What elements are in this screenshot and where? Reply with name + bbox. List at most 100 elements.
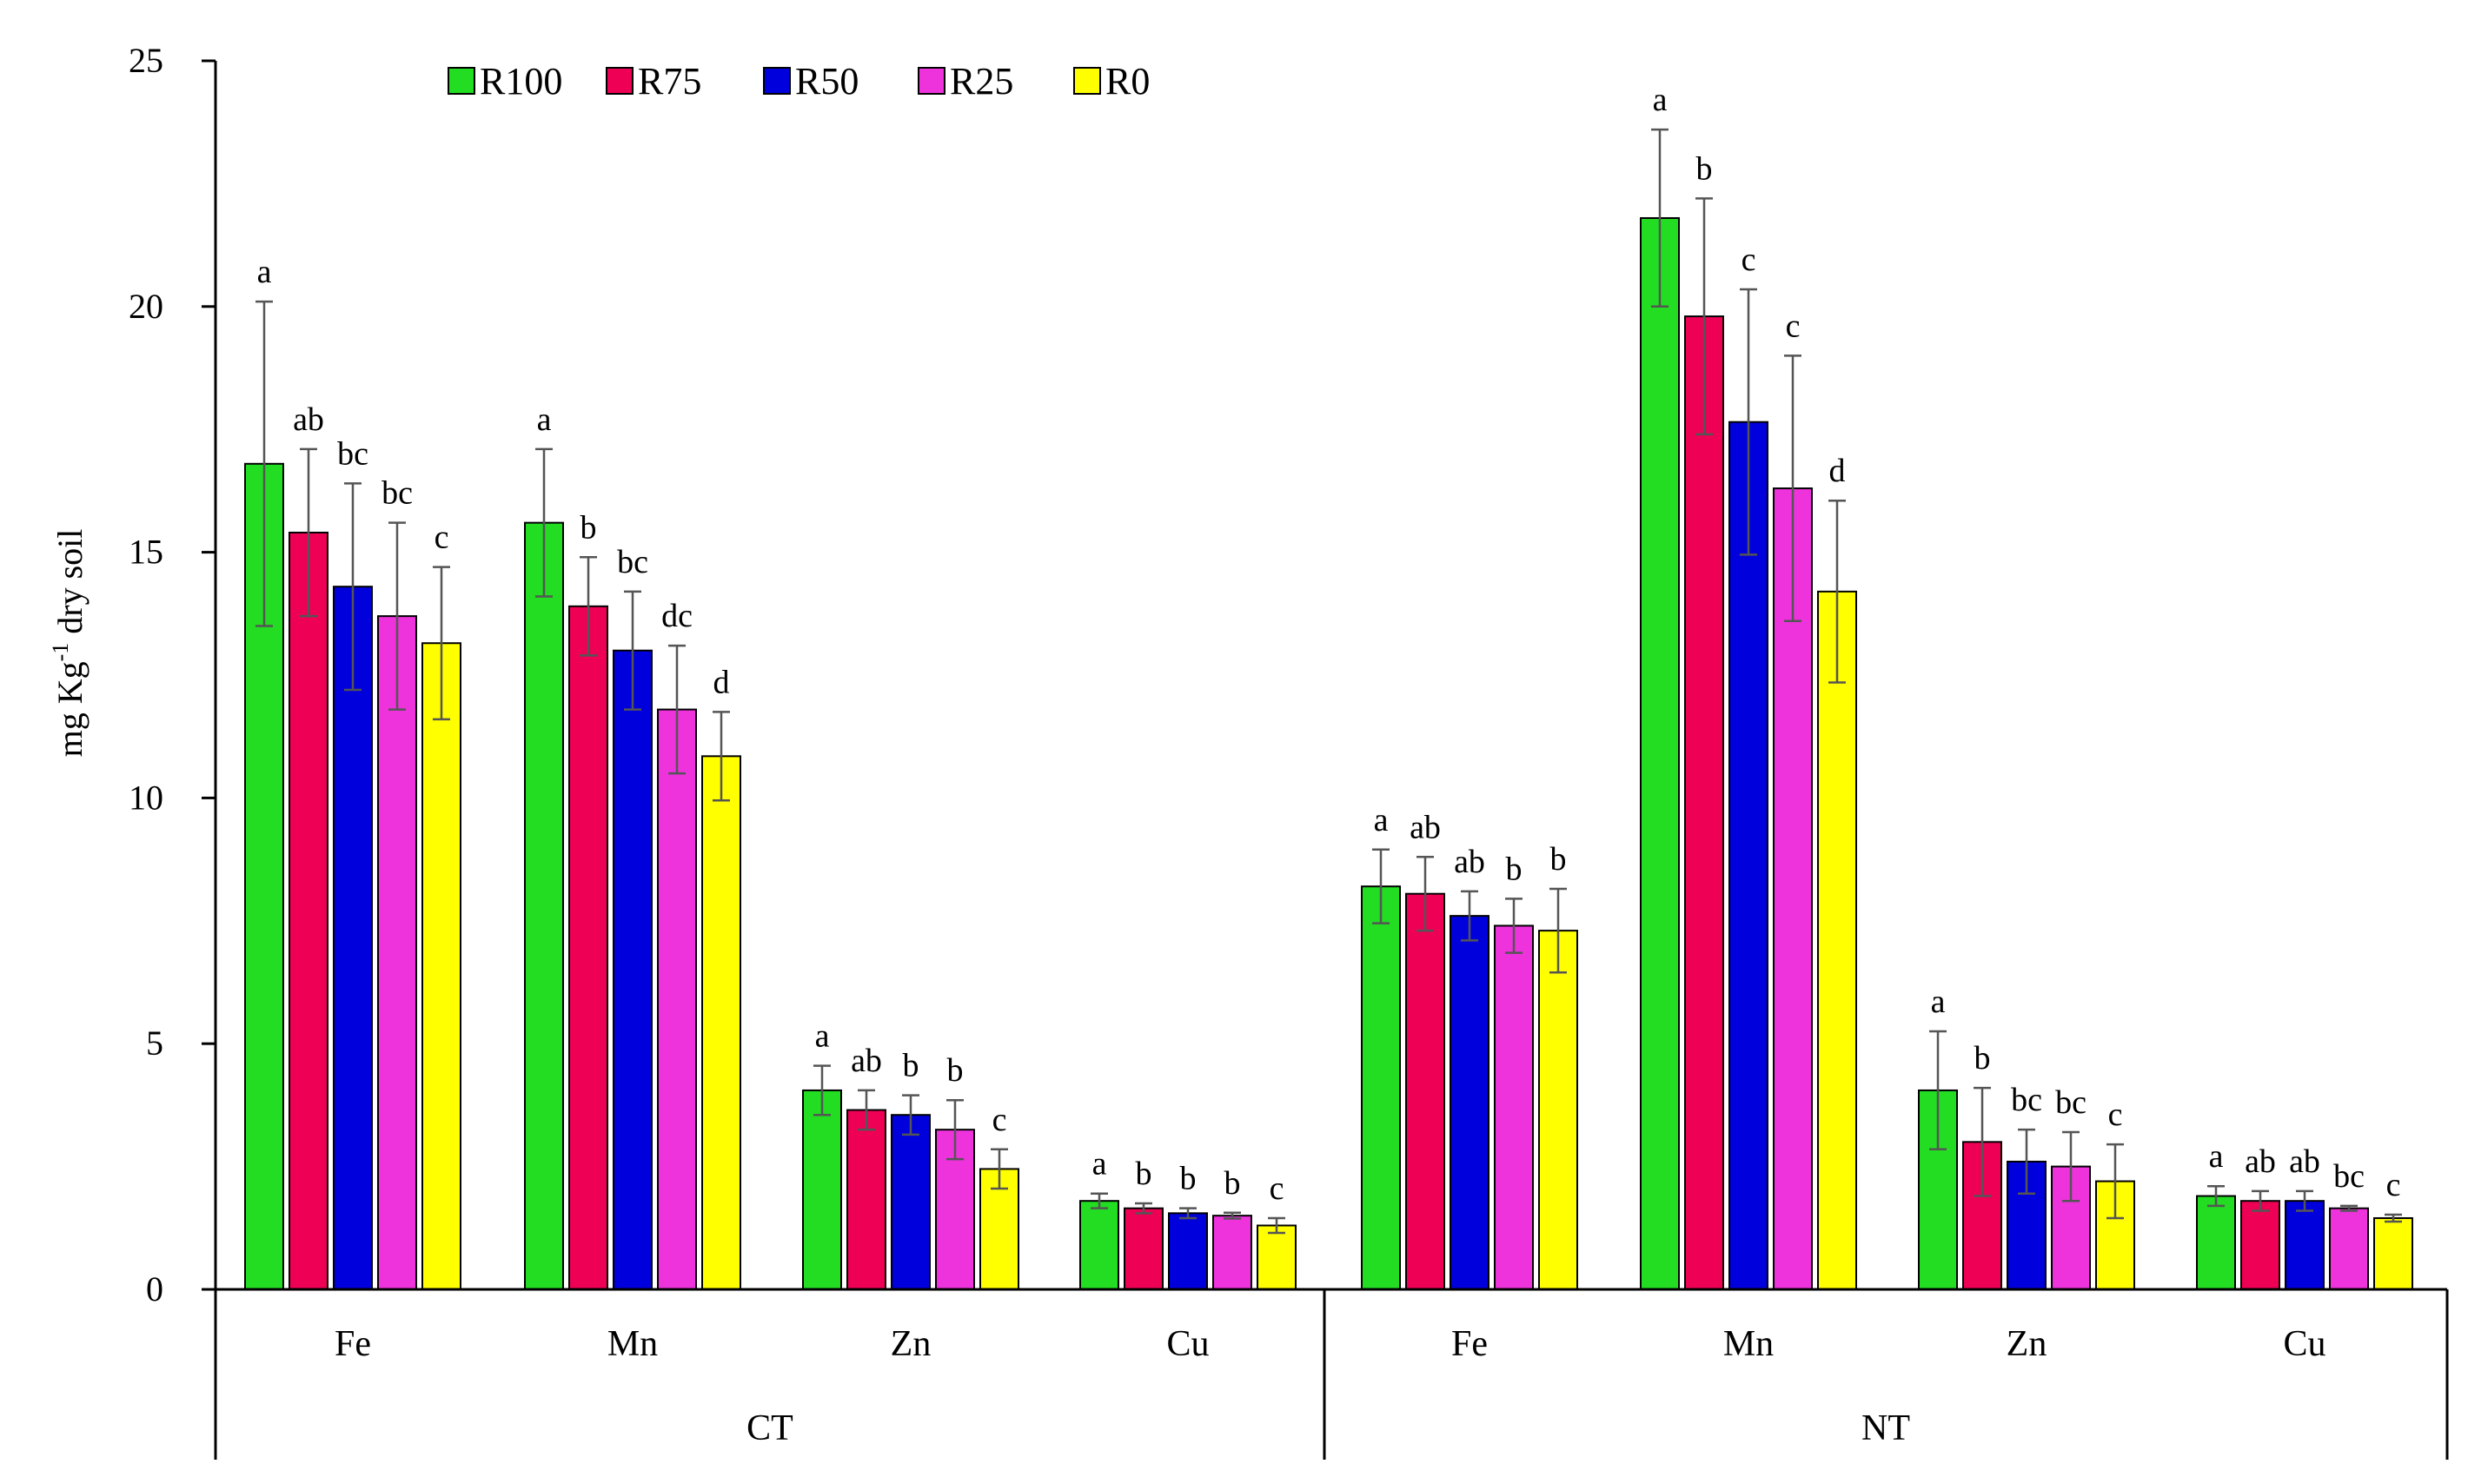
x-category-label: Cu xyxy=(2283,1324,2325,1364)
bar-r75-2 xyxy=(846,1109,886,1291)
error-bar-r100-0 xyxy=(255,300,273,627)
bar-r75-1 xyxy=(568,605,608,1290)
significance-letter: bc xyxy=(617,544,648,580)
significance-letter: bc xyxy=(2011,1082,2042,1118)
error-bar-r25-1 xyxy=(668,644,686,775)
legend-swatch xyxy=(763,67,791,95)
bar-r0-5 xyxy=(1817,590,1857,1290)
bar-r25-1 xyxy=(657,708,697,1290)
significance-letter: ab xyxy=(2245,1143,2276,1180)
significance-letter: b xyxy=(1136,1156,1152,1192)
significance-letter: c xyxy=(435,520,449,556)
significance-letter: a xyxy=(1092,1146,1107,1183)
significance-letter: a xyxy=(257,254,272,290)
significance-letter: b xyxy=(1224,1165,1241,1202)
significance-letter: d xyxy=(713,664,730,700)
legend-label: R50 xyxy=(795,60,859,103)
bar-r50-2 xyxy=(891,1114,931,1291)
bar-r100-7 xyxy=(2196,1195,2236,1291)
significance-letter: c xyxy=(1786,308,1801,344)
y-tick-label: 10 xyxy=(129,778,163,817)
bar-r50-3 xyxy=(1168,1212,1208,1291)
error-bar-r25-3 xyxy=(1224,1211,1241,1220)
significance-letter: a xyxy=(1653,82,1668,118)
bar-r75-3 xyxy=(1124,1207,1164,1291)
error-bar-r0-7 xyxy=(2385,1213,2402,1223)
error-bar-r0-1 xyxy=(713,711,730,802)
error-bar-r0-5 xyxy=(1828,499,1846,684)
x-category-label: Cu xyxy=(1166,1324,1209,1364)
significance-letter: dc xyxy=(661,598,693,634)
legend-item-r100: R100 xyxy=(448,60,562,103)
significance-letter: b xyxy=(1506,851,1523,887)
legend-label: R0 xyxy=(1105,60,1150,103)
error-bar-r75-4 xyxy=(1416,856,1434,932)
error-bar-r75-5 xyxy=(1695,197,1713,436)
significance-letters-layer: aaaaaaaaabbabbabbbabbcbcbbabcbcabbcdcbbb… xyxy=(257,82,2401,1207)
significance-letter: bc xyxy=(337,435,368,472)
significance-letter: a xyxy=(1931,984,1946,1020)
significance-letter: b xyxy=(1180,1161,1197,1197)
error-bar-r50-2 xyxy=(902,1094,919,1136)
error-bar-r25-0 xyxy=(388,521,406,711)
error-bar-r75-2 xyxy=(858,1089,875,1131)
legend-item-r50: R50 xyxy=(763,60,859,103)
bar-r100-5 xyxy=(1640,216,1680,1291)
error-bar-r0-4 xyxy=(1549,887,1567,974)
error-bar-r50-1 xyxy=(624,590,641,711)
error-bar-r50-3 xyxy=(1179,1207,1197,1220)
error-bar-r25-6 xyxy=(2062,1130,2080,1202)
bar-r100-4 xyxy=(1361,885,1401,1290)
error-bars-layer xyxy=(255,128,2402,1235)
error-bar-r25-4 xyxy=(1505,898,1523,954)
y-axis-label-main: mg Kg xyxy=(50,661,90,757)
legend-label: R25 xyxy=(950,60,1013,103)
significance-letter: a xyxy=(1374,802,1389,838)
significance-letter: ab xyxy=(851,1043,882,1079)
significance-letter: bc xyxy=(381,475,413,512)
error-bar-r0-6 xyxy=(2106,1143,2124,1220)
legend-swatch xyxy=(918,67,945,95)
error-bar-r100-1 xyxy=(535,447,553,598)
significance-letter: ab xyxy=(1454,844,1485,880)
bar-r100-3 xyxy=(1079,1200,1119,1291)
bar-r0-3 xyxy=(1257,1224,1297,1291)
bar-r75-5 xyxy=(1684,315,1724,1290)
significance-letter: c xyxy=(2386,1167,2401,1203)
bar-r25-4 xyxy=(1494,924,1534,1291)
error-bar-r25-2 xyxy=(946,1098,964,1161)
bar-r25-7 xyxy=(2329,1207,2369,1291)
significance-letter: b xyxy=(1974,1040,1991,1077)
bar-r100-1 xyxy=(524,521,564,1290)
y-tick-label: 25 xyxy=(129,41,163,80)
x-group-label: CT xyxy=(746,1408,793,1448)
significance-letter: bc xyxy=(2055,1084,2087,1121)
bar-r50-4 xyxy=(1450,915,1489,1291)
legend-swatch xyxy=(448,67,475,95)
bars-layer xyxy=(244,216,2413,1291)
error-bar-r0-0 xyxy=(433,566,450,721)
significance-letter: c xyxy=(1742,242,1756,278)
x-category-label: Fe xyxy=(335,1324,371,1364)
legend-item-r75: R75 xyxy=(606,60,701,103)
significance-letter: b xyxy=(581,509,597,546)
error-bar-r25-5 xyxy=(1784,354,1801,623)
significance-letter: ab xyxy=(293,401,324,438)
axes-layer: 0 5 10 15 20 25 Fe Mn Zn Cu CT Fe Mn Zn Cu NT xyxy=(129,41,2449,1460)
legend-label: R75 xyxy=(638,60,701,103)
significance-letter: ab xyxy=(2289,1143,2320,1180)
significance-letter: b xyxy=(947,1052,964,1089)
significance-letter: c xyxy=(992,1102,1007,1138)
legend: R100 R75 R50 R25 R0 xyxy=(448,60,1150,103)
error-bar-r100-5 xyxy=(1651,128,1669,308)
x-category-label: Zn xyxy=(2007,1324,2047,1364)
bar-r75-0 xyxy=(289,531,328,1290)
y-tick-label: 5 xyxy=(146,1024,163,1063)
significance-letter: b xyxy=(1696,150,1713,187)
legend-item-r25: R25 xyxy=(918,60,1013,103)
error-bar-r75-1 xyxy=(580,556,597,657)
error-bar-r50-5 xyxy=(1740,288,1757,556)
y-tick-label: 0 xyxy=(146,1269,163,1308)
y-tick-label: 20 xyxy=(129,287,163,326)
